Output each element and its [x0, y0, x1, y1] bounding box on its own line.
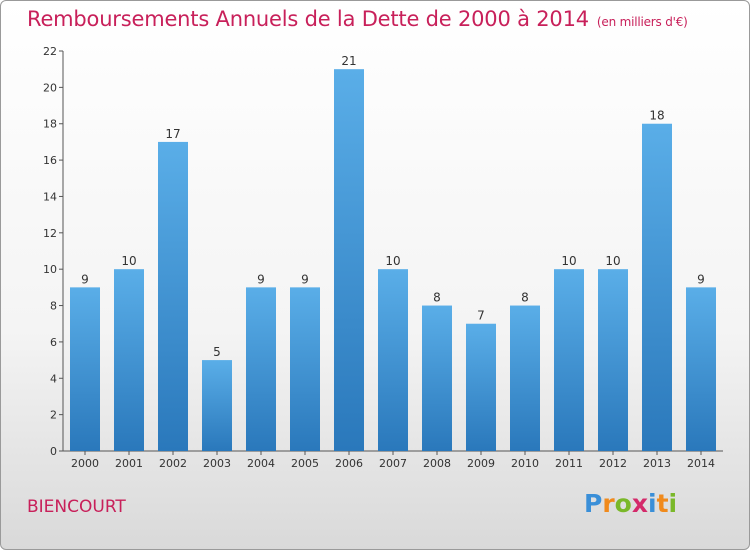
chart-subtitle: (en milliers d'€): [596, 15, 688, 29]
bar: [598, 269, 628, 451]
y-tick-label: 12: [43, 227, 57, 240]
bar-value-label: 10: [385, 254, 400, 268]
bar-value-label: 17: [165, 127, 180, 141]
bar-value-label: 9: [697, 272, 705, 286]
bar: [290, 287, 320, 451]
bar-value-label: 10: [605, 254, 620, 268]
x-tick-label: 2008: [423, 457, 451, 470]
bar: [334, 69, 364, 451]
x-tick-label: 2013: [643, 457, 671, 470]
y-tick-label: 2: [50, 409, 57, 422]
y-tick-label: 10: [43, 263, 57, 276]
y-tick-label: 16: [43, 154, 57, 167]
x-tick-label: 2010: [511, 457, 539, 470]
bar: [466, 323, 496, 451]
y-tick-label: 20: [43, 81, 57, 94]
bar: [510, 305, 540, 451]
logo-letter: x: [631, 489, 648, 518]
logo-letter: P: [584, 489, 603, 518]
bar-value-label: 21: [341, 54, 356, 68]
bar: [686, 287, 716, 451]
bar: [70, 287, 100, 451]
bar-value-label: 9: [257, 272, 265, 286]
x-tick-label: 2003: [203, 457, 231, 470]
y-tick-label: 6: [50, 336, 57, 349]
bar-value-label: 5: [213, 345, 221, 359]
bar: [554, 269, 584, 451]
bar: [422, 305, 452, 451]
y-tick-label: 18: [43, 118, 57, 131]
logo-letter: o: [614, 489, 632, 518]
bar-value-label: 10: [121, 254, 136, 268]
x-tick-label: 2000: [71, 457, 99, 470]
logo-letter: i: [648, 489, 657, 518]
bar-value-label: 8: [433, 291, 441, 305]
bar: [378, 269, 408, 451]
x-tick-label: 2002: [159, 457, 187, 470]
x-tick-label: 2006: [335, 457, 363, 470]
bar-value-label: 10: [561, 254, 576, 268]
bar: [202, 360, 232, 451]
x-tick-label: 2007: [379, 457, 407, 470]
y-tick-label: 22: [43, 45, 57, 58]
bar-value-label: 18: [649, 109, 664, 123]
x-tick-label: 2014: [687, 457, 715, 470]
x-tick-label: 2012: [599, 457, 627, 470]
bar: [114, 269, 144, 451]
logo-letter: r: [602, 489, 615, 518]
bar: [246, 287, 276, 451]
x-tick-label: 2009: [467, 457, 495, 470]
logo-letter: t: [656, 489, 669, 518]
x-tick-label: 2004: [247, 457, 275, 470]
y-tick-label: 14: [43, 190, 57, 203]
logo-letter: i: [668, 489, 678, 518]
x-tick-label: 2011: [555, 457, 583, 470]
y-tick-label: 0: [50, 445, 57, 458]
chart-title: Remboursements Annuels de la Dette de 20…: [27, 7, 688, 31]
y-tick-label: 4: [50, 372, 57, 385]
bar-value-label: 9: [81, 272, 89, 286]
bar: [642, 123, 672, 452]
x-tick-label: 2001: [115, 457, 143, 470]
chart-title-text: Remboursements Annuels de la Dette de 20…: [27, 7, 589, 31]
proxiti-logo: Proxiti: [584, 489, 677, 518]
bar-value-label: 8: [521, 291, 529, 305]
municipality-name: BIENCOURT: [27, 497, 126, 517]
y-tick-label: 8: [50, 300, 57, 313]
bar: [158, 141, 188, 451]
x-tick-label: 2005: [291, 457, 319, 470]
bar-value-label: 9: [301, 272, 309, 286]
bar-value-label: 7: [477, 309, 485, 323]
